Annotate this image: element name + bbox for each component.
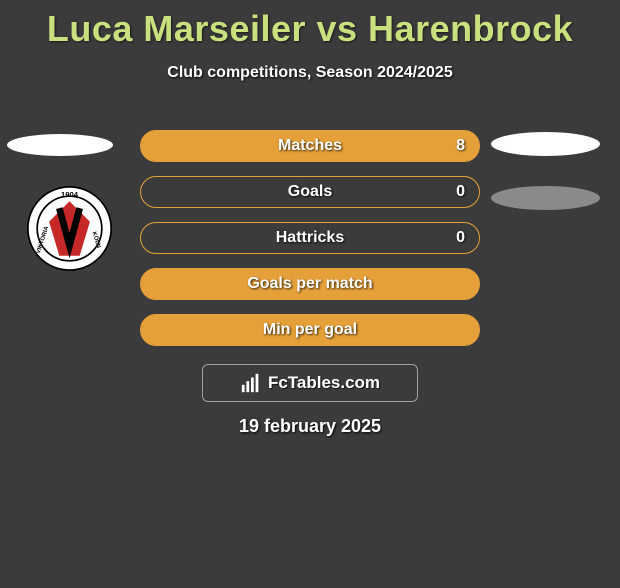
- stat-label: Matches: [141, 137, 479, 155]
- chart-icon: [240, 372, 262, 394]
- stat-label: Goals: [141, 183, 479, 201]
- stat-row-hattricks: Hattricks 0: [140, 222, 480, 254]
- brand-label: FcTables.com: [268, 373, 380, 393]
- stat-row-matches: Matches 8: [140, 130, 480, 162]
- stat-label: Min per goal: [141, 321, 479, 339]
- stat-label: Goals per match: [141, 275, 479, 293]
- svg-text:1904: 1904: [61, 190, 79, 199]
- stat-value: 0: [456, 183, 465, 201]
- subtitle: Club competitions, Season 2024/2025: [0, 64, 620, 82]
- club-logo: 1904 VIKTORIA KÖLN: [27, 186, 112, 271]
- stat-value: 0: [456, 229, 465, 247]
- brand-box: FcTables.com: [202, 364, 418, 402]
- stat-row-goals: Goals 0: [140, 176, 480, 208]
- footer-date: 19 february 2025: [0, 416, 620, 437]
- stat-row-min-per-goal: Min per goal: [140, 314, 480, 346]
- player-right-marker-2: [491, 186, 600, 210]
- player-right-marker-1: [491, 132, 600, 156]
- page-title: Luca Marseiler vs Harenbrock: [0, 8, 620, 50]
- stats-container: Matches 8 Goals 0 Hattricks 0 Goals per …: [140, 130, 480, 346]
- player-left-marker: [7, 134, 113, 156]
- stat-label: Hattricks: [141, 229, 479, 247]
- stat-row-goals-per-match: Goals per match: [140, 268, 480, 300]
- stat-value: 8: [456, 137, 465, 155]
